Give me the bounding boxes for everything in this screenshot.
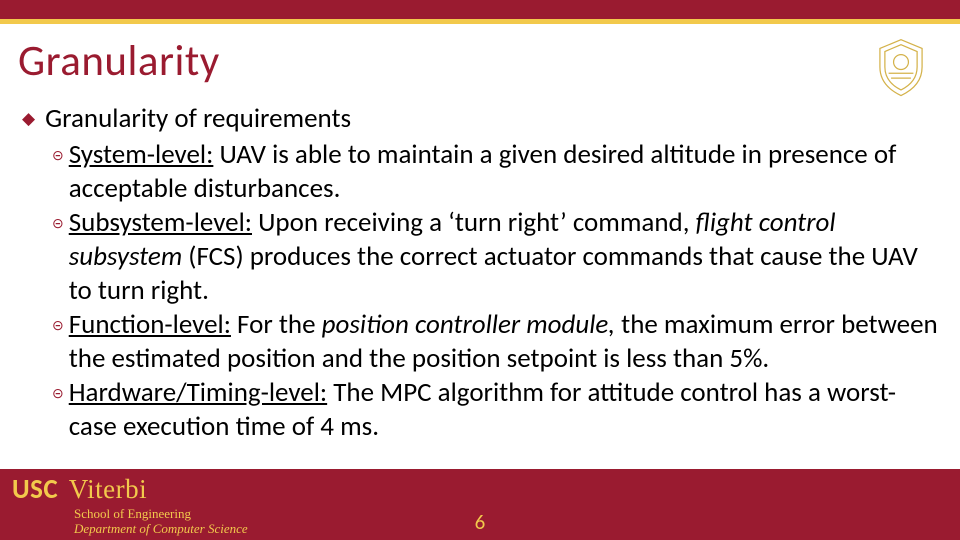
gold-bar: [0, 19, 960, 24]
circled-arrow-icon: ⊝: [52, 377, 64, 411]
top-bar: [0, 0, 960, 19]
usc-seal-icon: [870, 36, 932, 98]
usc-wordmark: USC: [12, 473, 58, 506]
diamond-bullet-icon: ◆: [22, 102, 35, 136]
sub-bullet: ⊝ Hardware/Timing-level: The MPC algorit…: [52, 376, 940, 444]
page-number: 6: [475, 509, 486, 535]
footer-brand: USC Viterbi: [12, 473, 147, 506]
school-line: School of Engineering: [74, 506, 248, 521]
dept-line: Department of Computer Science: [74, 521, 248, 536]
content-area: ◆ Granularity of requirements ⊝ System-l…: [22, 102, 940, 444]
circled-arrow-icon: ⊝: [52, 309, 64, 343]
sub-bullet-list: ⊝ System-level: UAV is able to maintain …: [52, 138, 940, 444]
circled-arrow-icon: ⊝: [52, 139, 64, 173]
sub-bullet-text: Function-level: For the position control…: [69, 308, 940, 376]
sub-bullet-text: Subsystem-level: Upon receiving a ‘turn …: [69, 206, 940, 308]
sub-bullet-text: System-level: UAV is able to maintain a …: [69, 138, 940, 206]
sub-bullet: ⊝ Subsystem-level: Upon receiving a ‘tur…: [52, 206, 940, 308]
slide: Granularity ◆ Granularity of requirement…: [0, 0, 960, 540]
sub-bullet: ⊝ Function-level: For the position contr…: [52, 308, 940, 376]
circled-arrow-icon: ⊝: [52, 207, 64, 241]
viterbi-wordmark: Viterbi: [69, 474, 147, 504]
footer-school: School of Engineering Department of Comp…: [74, 506, 248, 536]
sub-bullet-text: Hardware/Timing-level: The MPC algorithm…: [69, 376, 940, 444]
footer-bar: USC Viterbi School of Engineering Depart…: [0, 469, 960, 540]
slide-title: Granularity: [18, 34, 220, 87]
bullet-text: Granularity of requirements: [45, 102, 351, 136]
sub-bullet: ⊝ System-level: UAV is able to maintain …: [52, 138, 940, 206]
bullet-level1: ◆ Granularity of requirements: [22, 102, 940, 136]
